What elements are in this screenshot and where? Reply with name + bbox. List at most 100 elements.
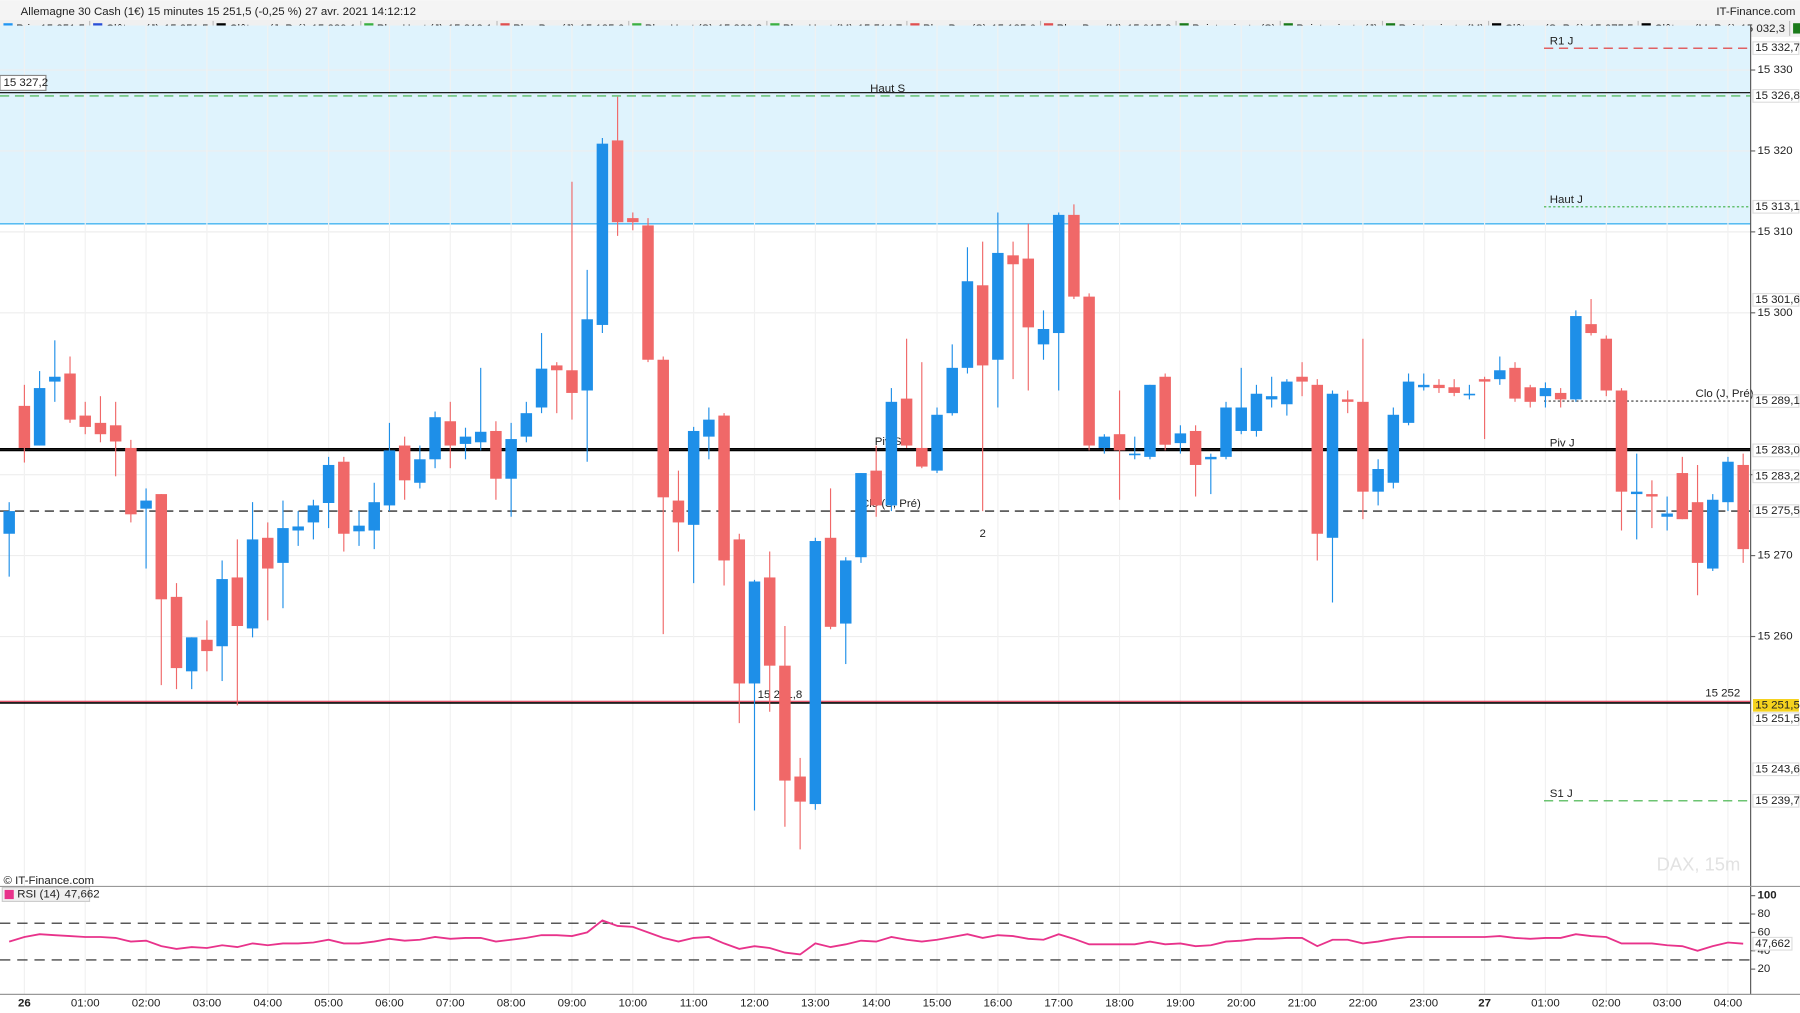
- candle-body: [611, 140, 624, 223]
- candle-body: [992, 252, 1004, 360]
- candle-body: [429, 417, 441, 460]
- x-tick-label: 01:00: [71, 998, 100, 1010]
- candle-body: [809, 541, 822, 805]
- price-line-label: 15 252: [1705, 687, 1740, 699]
- candle-body: [551, 365, 563, 371]
- candle-body: [627, 218, 639, 223]
- candle-body: [1691, 502, 1704, 563]
- x-tick-label: 11:00: [680, 998, 708, 1010]
- candle-body: [657, 359, 669, 498]
- candle-body: [1159, 376, 1171, 445]
- axis-label: 15 283,2: [1755, 470, 1800, 482]
- candle-body: [1357, 401, 1369, 492]
- x-tick-label: 03:00: [193, 998, 222, 1010]
- level-name: Piv J: [1550, 438, 1575, 450]
- axis-label: 15 326,8: [1755, 90, 1800, 102]
- zone: [0, 25, 1751, 224]
- candle-body: [505, 439, 517, 479]
- candle-body: [1341, 399, 1354, 402]
- candle-body: [338, 461, 350, 534]
- annotation: 2: [979, 528, 985, 540]
- x-tick-label: 19:00: [1166, 998, 1195, 1010]
- x-tick-label: 04:00: [253, 998, 282, 1010]
- candle-body: [490, 430, 502, 479]
- rsi-title: RSI (14): [17, 889, 60, 901]
- candle-body: [1676, 473, 1689, 520]
- candle-body: [1296, 376, 1308, 382]
- candle-body: [1311, 384, 1324, 534]
- candle-body: [18, 405, 31, 448]
- candle-body: [566, 370, 578, 393]
- rsi-tick-label: 80: [1758, 908, 1771, 920]
- candle-body: [292, 526, 304, 531]
- level-name: Clo (J, Pré): [1696, 388, 1754, 400]
- candle-body: [155, 494, 168, 600]
- axis-label: 15 239,7: [1755, 795, 1800, 807]
- axis-label-bg: [1752, 793, 1800, 808]
- x-tick-label: 06:00: [375, 998, 404, 1010]
- candle-body: [870, 470, 882, 506]
- candle-body: [1265, 396, 1278, 400]
- candle-body: [581, 319, 593, 391]
- candle-body: [33, 388, 46, 446]
- candle-body: [1113, 434, 1126, 451]
- candle-body: [672, 500, 685, 523]
- x-tick-label: 07:00: [436, 998, 465, 1010]
- y-tick-label: 15 330: [1758, 64, 1793, 76]
- candle-body: [1524, 387, 1536, 402]
- candle-body: [718, 415, 730, 561]
- x-tick-label: 04:00: [1714, 998, 1743, 1010]
- axis-label-bg: [1752, 443, 1800, 458]
- candle-body: [1098, 436, 1111, 448]
- x-tick-label: 02:00: [1592, 998, 1621, 1010]
- candle-body: [855, 473, 867, 558]
- axis-label: 15 283,0: [1755, 444, 1800, 456]
- candle-body: [1707, 499, 1719, 569]
- candle-body: [1083, 296, 1095, 446]
- rsi-tick-label: 100: [1758, 890, 1777, 902]
- candle-body: [49, 376, 61, 382]
- candle-body: [1250, 393, 1263, 431]
- chart-title: Allemagne 30 Cash (1€) 15 minutes 15 251…: [21, 6, 416, 18]
- x-tick-label: 10:00: [618, 998, 647, 1010]
- x-tick-label: 21:00: [1288, 998, 1317, 1010]
- candle-body: [125, 447, 137, 515]
- candle-body: [140, 500, 152, 509]
- candle-body: [1494, 370, 1506, 380]
- candle-body: [976, 285, 989, 366]
- candle-body: [1007, 255, 1019, 265]
- rsi-line: [8, 919, 1744, 956]
- rsi-title-bg: [1, 887, 91, 902]
- x-tick-label: 16:00: [984, 998, 1013, 1010]
- candle-body: [109, 425, 122, 442]
- legend-value: 15 032,3: [1740, 23, 1785, 35]
- copyright: © IT-Finance.com: [3, 875, 94, 887]
- candle-body: [840, 560, 852, 624]
- level-name: R1 J: [1550, 35, 1574, 47]
- candle-body: [474, 431, 487, 443]
- price-line-box: [0, 74, 47, 91]
- y-tick-label: 15 320: [1758, 145, 1793, 157]
- level-name: S1 J: [1550, 788, 1573, 800]
- candle-body: [1615, 390, 1628, 492]
- candle-body: [1022, 258, 1035, 328]
- x-tick-label: 15:00: [923, 998, 952, 1010]
- axis-label: 15 243,6: [1755, 763, 1800, 775]
- rsi-tick-label: 60: [1758, 926, 1771, 938]
- candle-body: [307, 505, 320, 523]
- candle-body: [246, 539, 259, 629]
- candle-body: [277, 528, 289, 563]
- candle-body: [1554, 392, 1567, 400]
- rsi-value: 47,662: [65, 889, 100, 901]
- candle-body: [748, 581, 761, 684]
- candle-body: [1722, 461, 1734, 503]
- candle-body: [170, 596, 183, 669]
- candle-body: [262, 537, 274, 569]
- candle-body: [185, 637, 198, 672]
- candle-body: [1585, 324, 1597, 334]
- x-tick-label: 14:00: [862, 998, 891, 1010]
- x-tick-label: 17:00: [1044, 998, 1073, 1010]
- candle-body: [946, 367, 958, 414]
- candle-body: [1478, 379, 1491, 382]
- candle-body: [1326, 393, 1339, 538]
